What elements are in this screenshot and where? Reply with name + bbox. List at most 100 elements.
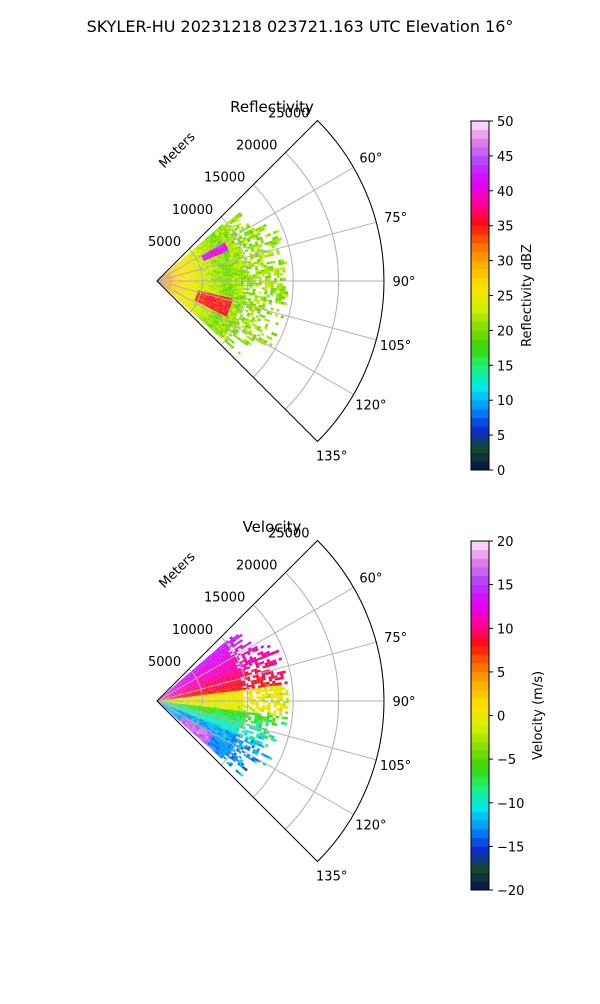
data-cell bbox=[241, 286, 244, 288]
data-cell bbox=[276, 685, 279, 688]
data-cell bbox=[255, 270, 258, 272]
data-cell bbox=[217, 283, 220, 284]
data-cell bbox=[205, 702, 208, 703]
data-cell bbox=[280, 273, 283, 276]
data-cell bbox=[267, 266, 270, 269]
data-cell bbox=[267, 645, 271, 649]
colorbar-segment bbox=[471, 400, 489, 409]
data-cell bbox=[267, 295, 270, 298]
colorbar-segment bbox=[471, 313, 489, 322]
data-cell bbox=[261, 333, 265, 337]
data-cell bbox=[187, 702, 190, 703]
data-cell bbox=[274, 693, 277, 696]
data-cell bbox=[272, 718, 275, 721]
colorbar-segment bbox=[471, 435, 489, 444]
data-cell bbox=[229, 704, 232, 706]
data-cell bbox=[265, 278, 268, 280]
colorbar-segment bbox=[471, 426, 489, 435]
data-cell bbox=[226, 696, 229, 698]
data-cell bbox=[277, 693, 280, 696]
data-cell bbox=[252, 709, 255, 711]
colorbar-tick-label: 5 bbox=[497, 429, 505, 444]
data-cell bbox=[255, 690, 258, 692]
data-cell bbox=[274, 706, 277, 709]
data-cell bbox=[235, 702, 238, 704]
data-cell bbox=[273, 691, 276, 694]
data-cell bbox=[205, 283, 208, 284]
data-cell bbox=[241, 279, 244, 281]
data-cell bbox=[190, 279, 193, 280]
data-cell bbox=[249, 708, 252, 710]
data-cell bbox=[241, 708, 244, 710]
data-cell bbox=[229, 278, 232, 280]
radar-field bbox=[157, 212, 288, 355]
data-cell bbox=[259, 698, 262, 700]
data-cell bbox=[281, 302, 284, 305]
data-cell bbox=[268, 694, 271, 697]
data-cell bbox=[249, 672, 252, 675]
data-cell bbox=[223, 276, 226, 278]
data-cell bbox=[280, 695, 283, 698]
data-cell bbox=[205, 277, 208, 278]
data-cell bbox=[238, 706, 241, 708]
data-cell bbox=[261, 689, 264, 692]
data-cell bbox=[270, 686, 273, 689]
data-cell bbox=[268, 278, 271, 280]
data-cell bbox=[244, 275, 247, 277]
data-cell bbox=[274, 703, 277, 706]
data-cell bbox=[193, 282, 196, 283]
data-cell bbox=[232, 707, 235, 709]
data-cell bbox=[223, 705, 226, 707]
data-cell bbox=[241, 275, 244, 277]
data-cell bbox=[259, 283, 262, 285]
data-cell bbox=[268, 705, 271, 708]
data-cell bbox=[232, 705, 235, 707]
chart-panel-reflectivity: 50001000015000200002500060°75°90°105°120… bbox=[148, 98, 535, 479]
figure-suptitle: SKYLER-HU 20231218 023721.163 UTC Elevat… bbox=[87, 17, 514, 36]
data-cell bbox=[241, 704, 244, 706]
angular-tick-label: 60° bbox=[359, 152, 382, 167]
data-cell bbox=[243, 271, 246, 273]
data-cell bbox=[280, 693, 283, 696]
data-cell bbox=[250, 699, 253, 701]
data-cell bbox=[223, 282, 226, 283]
data-cell bbox=[235, 274, 238, 276]
data-cell bbox=[285, 711, 288, 714]
colorbar-segment bbox=[471, 383, 489, 392]
data-cell bbox=[241, 697, 244, 699]
colorbar-tick-label: 45 bbox=[497, 150, 514, 165]
colorbar-segment bbox=[471, 296, 489, 305]
data-cell bbox=[187, 700, 190, 701]
data-cell bbox=[244, 706, 247, 708]
data-cell bbox=[280, 703, 283, 706]
data-cell bbox=[262, 696, 265, 698]
data-cell bbox=[283, 703, 286, 706]
data-cell bbox=[256, 692, 259, 694]
data-cell bbox=[265, 271, 268, 274]
data-cell bbox=[223, 274, 226, 276]
chart-panel-velocity: 50001000015000200002500060°75°90°105°120… bbox=[148, 518, 546, 899]
data-cell bbox=[196, 699, 199, 700]
radial-axis-label: Meters bbox=[157, 129, 199, 171]
data-cell bbox=[190, 282, 193, 283]
data-cell bbox=[281, 722, 284, 725]
data-cell bbox=[258, 709, 261, 711]
colorbar-tick-label: 10 bbox=[497, 394, 514, 409]
data-cell bbox=[279, 657, 283, 661]
colorbar-segment bbox=[471, 391, 489, 400]
data-cell bbox=[229, 695, 232, 697]
data-cell bbox=[238, 282, 241, 284]
data-cell bbox=[235, 286, 238, 288]
data-cell bbox=[238, 702, 241, 704]
data-cell bbox=[278, 677, 281, 680]
data-cell bbox=[276, 683, 279, 686]
data-cell bbox=[258, 685, 261, 688]
data-cell bbox=[259, 272, 262, 274]
data-cell bbox=[255, 268, 258, 270]
data-cell bbox=[228, 271, 231, 273]
data-cell bbox=[256, 705, 259, 707]
data-cell bbox=[211, 282, 214, 283]
data-cell bbox=[267, 710, 270, 713]
data-cell bbox=[254, 262, 257, 265]
data-cell bbox=[217, 277, 220, 279]
